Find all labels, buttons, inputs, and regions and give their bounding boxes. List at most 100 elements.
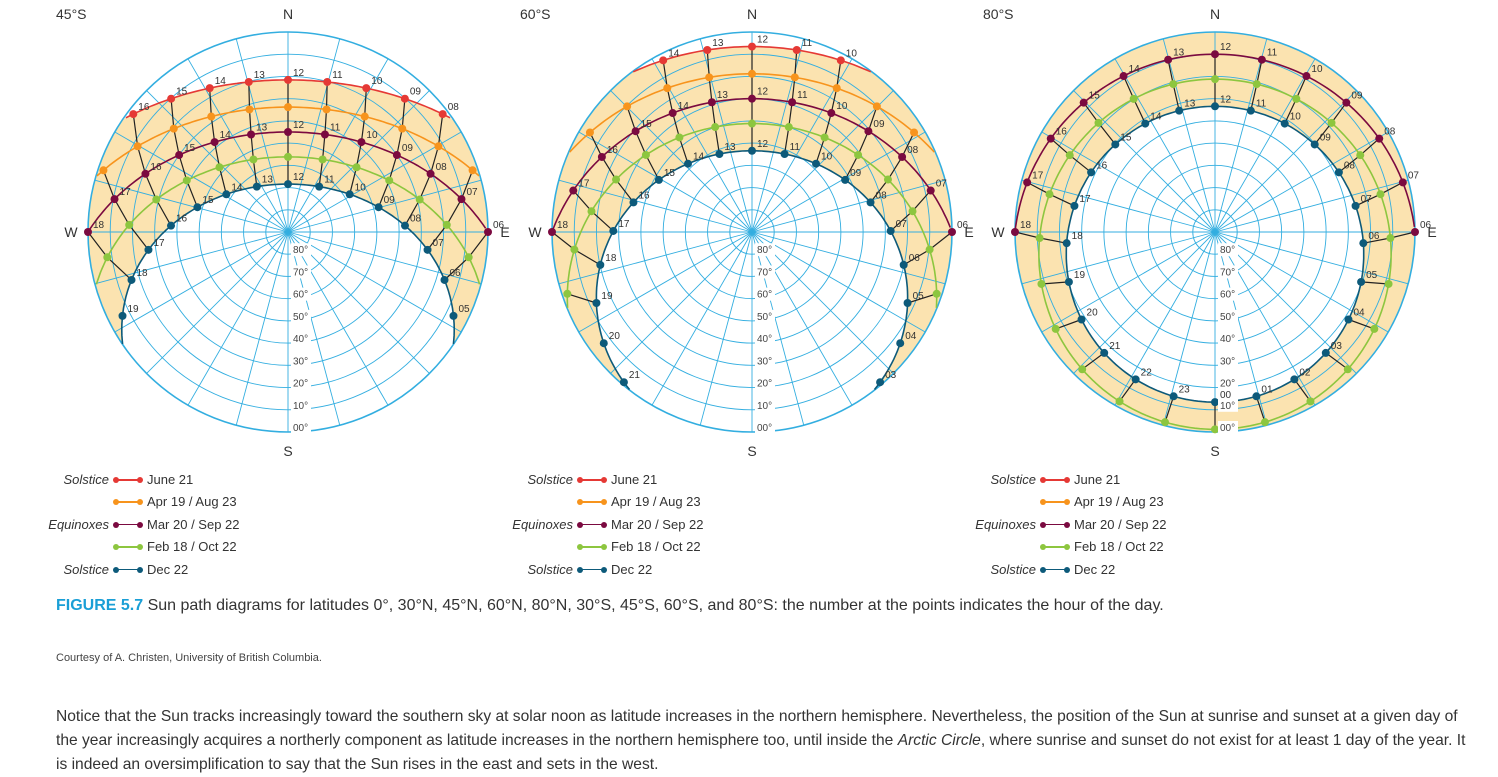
azimuth-line xyxy=(651,231,753,406)
hour-label: 06 xyxy=(909,253,921,264)
sun-hour-point xyxy=(1164,55,1173,64)
hour-label: 14 xyxy=(678,101,690,112)
hour-label: 09 xyxy=(1351,91,1363,102)
legend-kind: Solstice xyxy=(63,472,109,487)
sun-hour-point xyxy=(1211,398,1219,407)
sun-hour-point xyxy=(1211,102,1219,111)
legend-date: Mar 20 / Sep 22 xyxy=(611,516,704,532)
hour-label: 09 xyxy=(384,195,396,206)
hour-label: 17 xyxy=(120,187,132,198)
hour-label: 13 xyxy=(262,175,274,186)
hour-label: 18 xyxy=(557,220,569,231)
figure-caption-text: Sun path diagrams for latitudes 0°, 30°N… xyxy=(143,597,1164,614)
sun-hour-point xyxy=(426,169,435,178)
latitude-title: 60°S xyxy=(520,6,551,22)
hour-label: 11 xyxy=(330,122,341,133)
sun-hour-point xyxy=(167,221,176,230)
hour-line xyxy=(1055,318,1082,330)
sun-hour-point xyxy=(886,226,895,235)
hour-label: 11 xyxy=(324,175,335,186)
legend-date: Apr 19 / Aug 23 xyxy=(147,494,237,510)
sun-hour-point xyxy=(563,289,572,298)
sun-hour-point xyxy=(748,146,756,155)
altitude-label: 60° xyxy=(757,290,772,301)
sun-hour-point xyxy=(1100,348,1109,357)
hour-label: 13 xyxy=(254,70,266,81)
sun-hour-point xyxy=(1070,201,1079,210)
hour-line xyxy=(1081,352,1105,370)
sun-hour-point xyxy=(1290,375,1299,384)
sun-hour-point xyxy=(1037,279,1046,288)
hour-label: 08 xyxy=(907,145,919,156)
azimuth-line xyxy=(187,231,289,406)
compass-north: N xyxy=(283,6,293,22)
azimuth-line xyxy=(751,231,805,426)
altitude-label: 40° xyxy=(757,334,772,345)
sun-hour-point xyxy=(222,190,231,199)
altitude-label-bg xyxy=(291,287,311,301)
legend-row: Apr 19 / Aug 23 xyxy=(46,492,286,514)
hour-line xyxy=(102,170,149,251)
hour-label: 08 xyxy=(1344,160,1356,171)
azimuth-line xyxy=(1073,231,1216,374)
hour-label: 14 xyxy=(215,76,227,87)
altitude-label-bg xyxy=(755,265,775,279)
sun-hour-point xyxy=(1115,397,1124,406)
hour-label: 15 xyxy=(1120,132,1132,143)
hour-label: 10 xyxy=(371,76,383,87)
legend-swatch xyxy=(1040,499,1070,506)
legend-row: Equinoxes Mar 20 / Sep 22 xyxy=(973,515,1213,537)
legend-swatch xyxy=(577,544,607,551)
hour-label: 02 xyxy=(1299,367,1311,378)
legend-kind: Solstice xyxy=(527,561,573,577)
sun-hour-point xyxy=(748,119,756,128)
sun-hour-point xyxy=(612,175,621,184)
sun-hour-point xyxy=(896,339,905,348)
hour-label: 16 xyxy=(607,145,619,156)
legend-row: Feb 18 / Oct 22 xyxy=(973,537,1213,559)
sun-hour-point xyxy=(631,127,640,136)
hour-line xyxy=(870,132,915,203)
sun-hour-point xyxy=(1161,418,1170,427)
sun-hour-point xyxy=(374,203,383,212)
sun-hour-point xyxy=(284,152,292,161)
hour-label: 15 xyxy=(176,87,188,98)
hour-label: 10 xyxy=(836,101,848,112)
azimuth-line xyxy=(1214,231,1409,285)
altitude-label: 80° xyxy=(293,245,308,256)
altitude-label-bg xyxy=(291,309,311,323)
hour-label: 18 xyxy=(1020,220,1032,231)
sun-hour-point xyxy=(1169,80,1178,89)
hour-label: 13 xyxy=(256,122,268,133)
sun-hour-point xyxy=(169,124,178,133)
hour-line xyxy=(1348,318,1375,330)
legend-kind: Equinoxes xyxy=(512,516,573,532)
sun-hour-point xyxy=(1376,190,1385,199)
hour-label: 09 xyxy=(850,168,862,179)
sun-hour-point xyxy=(318,155,327,164)
sun-hour-point xyxy=(903,299,912,308)
hour-label: 14 xyxy=(220,130,232,141)
legend-swatch xyxy=(1040,544,1070,551)
hour-line xyxy=(626,106,660,181)
sun-hour-point xyxy=(832,84,841,93)
hour-label: 11 xyxy=(332,70,343,81)
sun-hour-point xyxy=(1011,228,1019,236)
hour-label: 13 xyxy=(712,38,724,49)
sun-hour-point xyxy=(1306,397,1315,406)
sun-hour-point xyxy=(1065,151,1074,160)
hour-label: 18 xyxy=(605,253,617,264)
hour-label: 05 xyxy=(458,304,470,315)
sun-hour-point xyxy=(1357,277,1366,286)
legend-swatch xyxy=(577,521,607,528)
sun-hour-point xyxy=(1398,178,1407,187)
altitude-label-bg xyxy=(1218,243,1238,257)
sun-hour-point xyxy=(1094,118,1103,127)
legend-swatch xyxy=(113,499,143,506)
compass-west: W xyxy=(991,224,1005,240)
hour-label: 16 xyxy=(150,162,162,173)
sun-hour-point xyxy=(352,163,361,172)
altitude-label-bg xyxy=(1218,287,1238,301)
altitude-label: 00° xyxy=(293,423,308,434)
hour-label: 18 xyxy=(93,220,105,231)
